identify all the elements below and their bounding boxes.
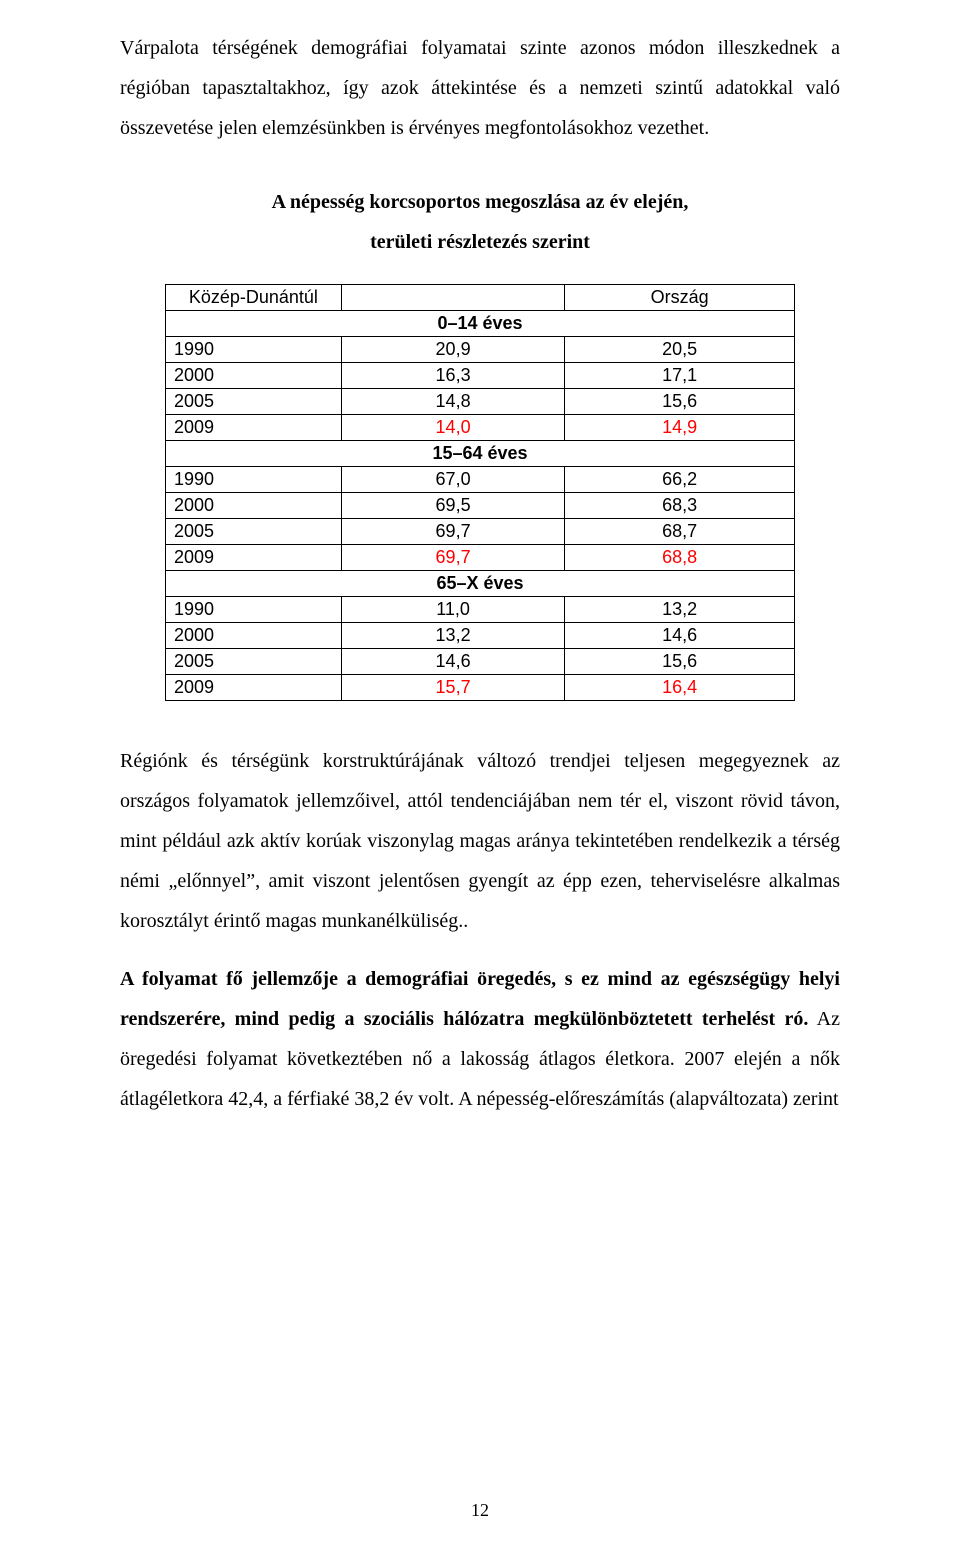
cell-year: 2005 [166,649,342,675]
cell-right: 15,6 [565,649,795,675]
cell-right: 14,6 [565,623,795,649]
cell-right: 20,5 [565,337,795,363]
section-0-14-label: 0–14 éves [166,311,795,337]
conclusion-paragraph: A folyamat fő jellemzője a demográfiai ö… [120,959,840,1119]
cell-mid: 15,7 [341,675,565,701]
cell-year: 1990 [166,597,342,623]
header-country: Ország [565,285,795,311]
cell-mid: 69,7 [341,519,565,545]
intro-paragraph: Várpalota térségének demográfiai folyama… [120,28,840,148]
cell-right: 13,2 [565,597,795,623]
cell-right: 14,9 [565,415,795,441]
section-65-x-label: 65–X éves [166,571,795,597]
page-number: 12 [0,1500,960,1521]
section-0-14: 0–14 éves [166,311,795,337]
age-distribution-table: Közép-Dunántúl Ország 0–14 éves 1990 20,… [165,284,795,701]
table-row: 2000 13,2 14,6 [166,623,795,649]
cell-year: 2000 [166,363,342,389]
table-row: 2009 15,7 16,4 [166,675,795,701]
cell-year: 2000 [166,623,342,649]
cell-mid: 13,2 [341,623,565,649]
cell-mid: 20,9 [341,337,565,363]
table-row: 2000 16,3 17,1 [166,363,795,389]
header-region: Közép-Dunántúl [166,285,342,311]
cell-right: 66,2 [565,467,795,493]
header-empty [341,285,565,311]
table-row: 1990 67,0 66,2 [166,467,795,493]
cell-year: 2005 [166,389,342,415]
analysis-paragraph: Régiónk és térségünk korstruktúrájának v… [120,741,840,941]
table-header-row: Közép-Dunántúl Ország [166,285,795,311]
section-15-64: 15–64 éves [166,441,795,467]
cell-right: 68,3 [565,493,795,519]
cell-mid: 67,0 [341,467,565,493]
cell-right: 68,8 [565,545,795,571]
cell-mid: 11,0 [341,597,565,623]
table-row: 1990 11,0 13,2 [166,597,795,623]
cell-right: 15,6 [565,389,795,415]
cell-year: 2009 [166,545,342,571]
table-title-line1: A népesség korcsoportos megoszlása az év… [272,191,689,213]
cell-mid: 14,6 [341,649,565,675]
table-row: 2005 14,6 15,6 [166,649,795,675]
cell-mid: 14,0 [341,415,565,441]
cell-mid: 16,3 [341,363,565,389]
table-title-line2: területi részletezés szerint [370,231,590,253]
cell-year: 1990 [166,467,342,493]
cell-year: 1990 [166,337,342,363]
cell-mid: 14,8 [341,389,565,415]
table-row: 2009 14,0 14,9 [166,415,795,441]
cell-year: 2009 [166,415,342,441]
table-row: 2005 69,7 68,7 [166,519,795,545]
page-container: Várpalota térségének demográfiai folyama… [0,0,960,1545]
table-row: 2009 69,7 68,8 [166,545,795,571]
section-15-64-label: 15–64 éves [166,441,795,467]
section-65-x: 65–X éves [166,571,795,597]
cell-year: 2005 [166,519,342,545]
table-row: 2005 14,8 15,6 [166,389,795,415]
cell-year: 2000 [166,493,342,519]
table-row: 2000 69,5 68,3 [166,493,795,519]
cell-mid: 69,5 [341,493,565,519]
cell-year: 2009 [166,675,342,701]
cell-right: 16,4 [565,675,795,701]
table-title: A népesség korcsoportos megoszlása az év… [120,182,840,262]
conclusion-bold: A folyamat fő jellemzője a demográfiai ö… [120,968,840,1030]
table-row: 1990 20,9 20,5 [166,337,795,363]
cell-right: 68,7 [565,519,795,545]
cell-mid: 69,7 [341,545,565,571]
cell-right: 17,1 [565,363,795,389]
